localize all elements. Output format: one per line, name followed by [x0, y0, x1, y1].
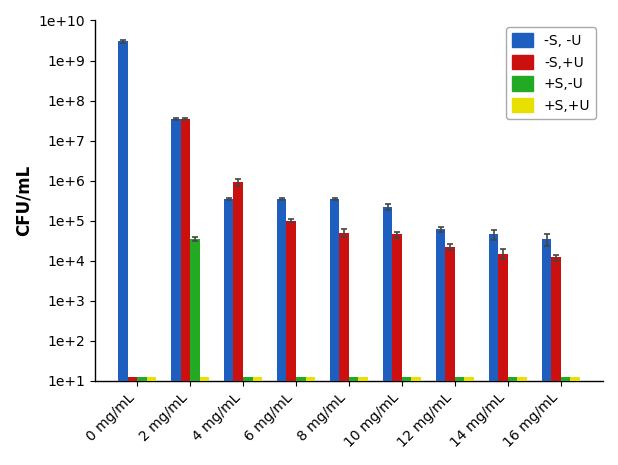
Bar [436, 229, 446, 465]
Bar [339, 232, 349, 465]
Bar [200, 378, 209, 465]
Bar [330, 199, 339, 465]
Bar [127, 378, 137, 465]
Bar [402, 378, 412, 465]
Bar [253, 378, 262, 465]
Bar [455, 378, 465, 465]
Bar [305, 378, 315, 465]
Bar [489, 234, 498, 465]
Bar [277, 199, 287, 465]
Bar [224, 199, 234, 465]
Bar [349, 378, 358, 465]
Bar [517, 378, 527, 465]
Bar [358, 378, 368, 465]
Bar [508, 378, 517, 465]
Bar [137, 378, 146, 465]
Bar [551, 258, 561, 465]
Bar [180, 119, 190, 465]
Bar [542, 239, 551, 465]
Y-axis label: CFU/mL: CFU/mL [15, 165, 33, 236]
Legend: -S, -U, -S,+U, +S,-U, +S,+U: -S, -U, -S,+U, +S,-U, +S,+U [507, 27, 596, 119]
Bar [171, 119, 180, 465]
Bar [561, 378, 570, 465]
Bar [570, 378, 580, 465]
Bar [234, 182, 243, 465]
Bar [446, 247, 455, 465]
Bar [412, 378, 421, 465]
Bar [465, 378, 474, 465]
Bar [243, 378, 253, 465]
Bar [383, 207, 392, 465]
Bar [118, 41, 127, 465]
Bar [498, 253, 508, 465]
Bar [146, 378, 156, 465]
Bar [190, 239, 200, 465]
Bar [392, 234, 402, 465]
Bar [287, 220, 296, 465]
Bar [296, 378, 305, 465]
